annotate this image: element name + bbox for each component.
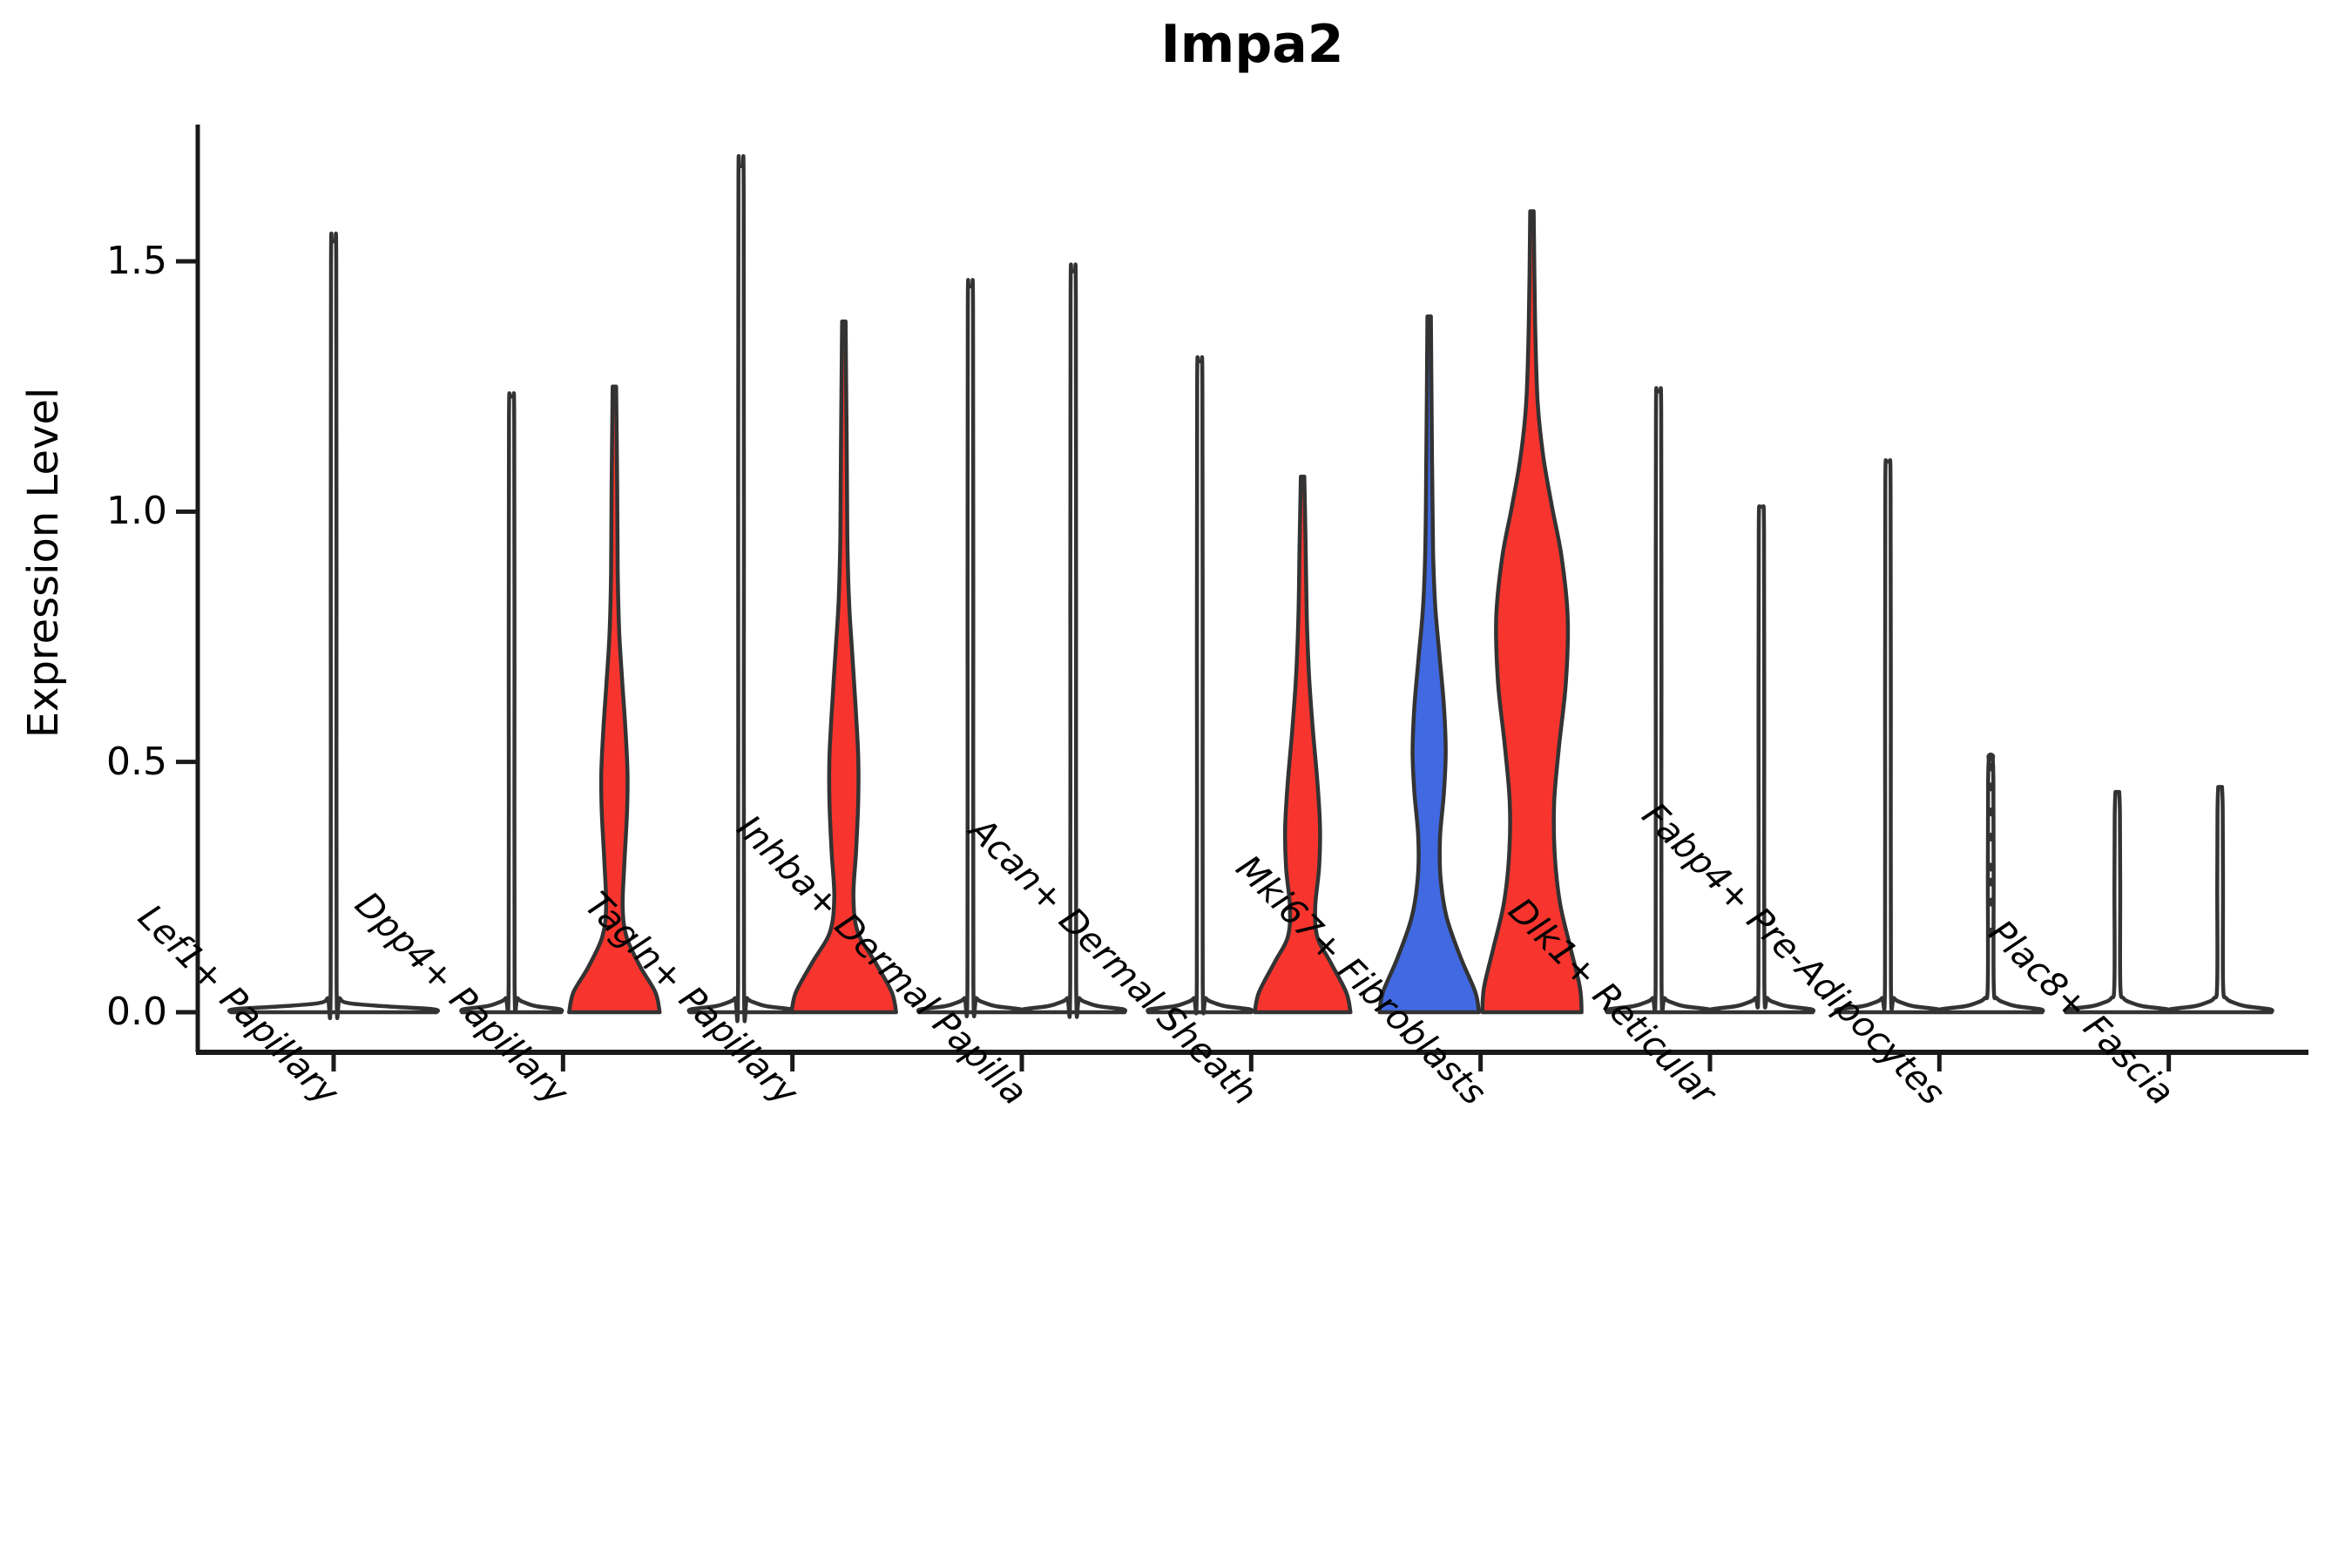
- violin-inhba-left: [916, 278, 1025, 1018]
- violins: [226, 153, 2274, 1024]
- violin-dpp4-left: [459, 391, 564, 1015]
- y-tick-label: 1.5: [106, 238, 167, 283]
- expression-dot: [1986, 832, 1996, 841]
- expression-dot: [1986, 877, 1996, 887]
- expression-dot: [1986, 762, 1996, 772]
- y-tick-label: 0.0: [106, 990, 167, 1034]
- violin-dlk1-right: [1707, 504, 1816, 1015]
- violin-dlk1-left: [1604, 386, 1713, 1015]
- violin-tagln-left: [686, 153, 795, 1024]
- violin-dpp4-right: [567, 384, 662, 1015]
- expression-dot: [1986, 752, 1996, 761]
- violin-fabp4-left: [1834, 457, 1943, 1015]
- violin-acan-right: [1253, 474, 1353, 1015]
- violin-plac8-right: [2166, 785, 2274, 1015]
- violin-lef1-center: [226, 231, 441, 1021]
- violin-mki67-right: [1480, 209, 1584, 1015]
- page-title: Impa2: [1160, 14, 1344, 75]
- violin-plac8-left: [2063, 789, 2172, 1015]
- violin-acan-left: [1146, 355, 1254, 1016]
- expression-dot: [1986, 808, 1996, 817]
- axes: [176, 125, 2308, 1071]
- expression-dot: [1986, 862, 1996, 872]
- violin-tagln-right: [789, 319, 898, 1015]
- y-tick-label: 1.0: [106, 489, 167, 534]
- expression-dot: [1986, 928, 1996, 937]
- y-tick-label: 0.5: [106, 739, 167, 784]
- expression-dot: [1986, 782, 1996, 792]
- violin-mki67-left: [1377, 314, 1481, 1015]
- expression-dot: [1986, 897, 1996, 907]
- violin-inhba-right: [1018, 262, 1128, 1019]
